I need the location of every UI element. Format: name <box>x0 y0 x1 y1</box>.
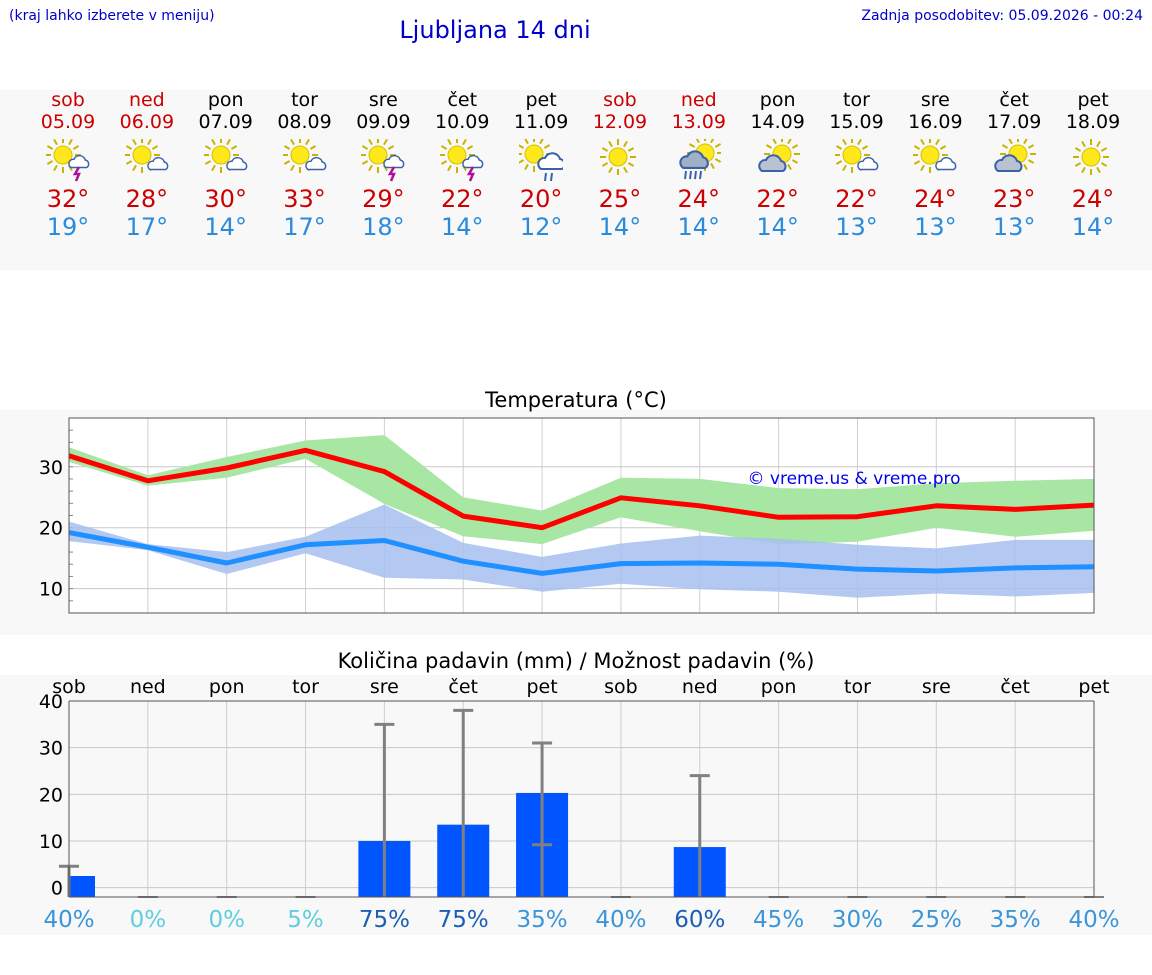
min-temperature: 18° <box>362 213 405 241</box>
day-date: 13.09 <box>671 111 726 133</box>
day-name: tor <box>291 89 318 111</box>
forecast-day: pet 11.09 20° 12° <box>501 89 581 241</box>
max-temperature: 22° <box>835 185 878 213</box>
temperature-chart-title: Temperatura (°C) <box>485 388 667 412</box>
min-temperature: 14° <box>598 213 642 241</box>
day-name: sre <box>368 89 398 111</box>
min-temperature: 14° <box>756 213 799 241</box>
day-name: sob <box>603 89 637 111</box>
min-temperature: 13° <box>992 213 1036 241</box>
min-temperature: 14° <box>1071 213 1115 241</box>
cloud-rain-sun-icon <box>679 139 721 180</box>
forecast-day: tor 15.09 22° 13° <box>817 89 897 241</box>
forecast-day: pon 07.09 30° 14° <box>186 89 266 241</box>
max-temperature: 33° <box>283 185 326 213</box>
day-date: 06.09 <box>119 111 175 133</box>
precipitation-band <box>0 675 1152 935</box>
day-name: tor <box>843 89 870 111</box>
day-name: sre <box>920 89 950 111</box>
sun-storm-icon <box>361 139 405 182</box>
forecast-day: pon 14.09 22° 14° <box>738 89 818 241</box>
min-temperature: 12° <box>519 213 563 241</box>
day-date: 14.09 <box>750 111 805 133</box>
min-temperature: 19° <box>46 213 90 241</box>
min-temperature: 17° <box>283 213 326 241</box>
forecast-day: sre 16.09 24° 13° <box>895 89 975 241</box>
sun-icon <box>1073 139 1110 175</box>
min-temperature: 17° <box>125 213 169 241</box>
sun-icon <box>599 139 636 175</box>
max-temperature: 24° <box>914 185 957 213</box>
cloud-sun-icon <box>994 139 1037 172</box>
sun-cloud-icon <box>282 139 326 173</box>
sun-cloud-icon <box>913 139 957 173</box>
day-name: pon <box>759 89 796 111</box>
min-temperature: 14° <box>204 213 247 241</box>
forecast-day: sob 05.09 32° 19° <box>28 89 108 241</box>
max-temperature: 22° <box>756 185 799 213</box>
min-temperature: 13° <box>914 213 957 241</box>
max-temperature: 29° <box>362 185 405 213</box>
cloud-sun-icon <box>757 139 800 172</box>
min-temperature: 14° <box>677 213 721 241</box>
forecast-day: sob 12.09 25° 14° <box>580 89 660 241</box>
day-name: čet <box>999 89 1029 111</box>
forecast-day: ned 13.09 24° 14° <box>659 89 739 241</box>
max-temperature: 30° <box>204 185 247 213</box>
day-date: 09.09 <box>356 111 411 133</box>
day-date: 17.09 <box>986 111 1042 133</box>
day-name: pet <box>525 89 557 111</box>
forecast-day: čet 17.09 23° 13° <box>974 89 1054 241</box>
sun-storm-icon <box>46 139 90 182</box>
forecast-day: čet 10.09 22° 14° <box>422 89 502 241</box>
max-temperature: 24° <box>1071 185 1115 213</box>
max-temperature: 23° <box>992 185 1036 213</box>
sun-cloud-icon <box>834 139 878 173</box>
day-name: čet <box>447 89 478 111</box>
max-temperature: 24° <box>677 185 721 213</box>
forecast-day: tor 08.09 33° 17° <box>265 89 345 241</box>
last-update: Zadnja posodobitev: 05.09.2026 - 00:24 <box>861 8 1143 24</box>
page-title: Ljubljana 14 dni <box>399 16 591 44</box>
forecast-day: sre 09.09 29° 18° <box>343 89 423 241</box>
precipitation-chart-title: Količina padavin (mm) / Možnost padavin … <box>337 649 815 673</box>
day-name: pet <box>1077 89 1109 111</box>
day-date: 12.09 <box>592 111 648 133</box>
max-temperature: 28° <box>125 185 169 213</box>
day-name: pon <box>207 89 244 111</box>
day-date: 05.09 <box>40 111 96 133</box>
day-date: 10.09 <box>435 111 490 133</box>
forecast-band <box>0 90 1152 270</box>
sun-rain-icon <box>519 139 564 182</box>
day-name: sob <box>51 89 85 111</box>
max-temperature: 22° <box>440 185 484 213</box>
max-temperature: 25° <box>598 185 642 213</box>
max-temperature: 20° <box>519 185 563 213</box>
day-date: 08.09 <box>277 111 332 133</box>
sun-cloud-icon <box>124 139 169 173</box>
sun-storm-icon <box>440 139 484 182</box>
day-name: ned <box>680 89 717 111</box>
temperature-band <box>0 410 1152 635</box>
forecast-day: ned 06.09 28° 17° <box>107 89 187 241</box>
forecast-day: pet 18.09 24° 14° <box>1053 89 1133 241</box>
day-name: ned <box>128 89 165 111</box>
day-date: 18.09 <box>1065 111 1121 133</box>
sun-cloud-icon <box>203 139 247 173</box>
location-hint: (kraj lahko izberete v meniju) <box>9 8 215 24</box>
day-date: 15.09 <box>829 111 884 133</box>
day-date: 11.09 <box>513 111 569 133</box>
day-date: 16.09 <box>908 111 963 133</box>
max-temperature: 32° <box>46 185 90 213</box>
min-temperature: 13° <box>835 213 878 241</box>
min-temperature: 14° <box>440 213 484 241</box>
day-date: 07.09 <box>198 111 253 133</box>
